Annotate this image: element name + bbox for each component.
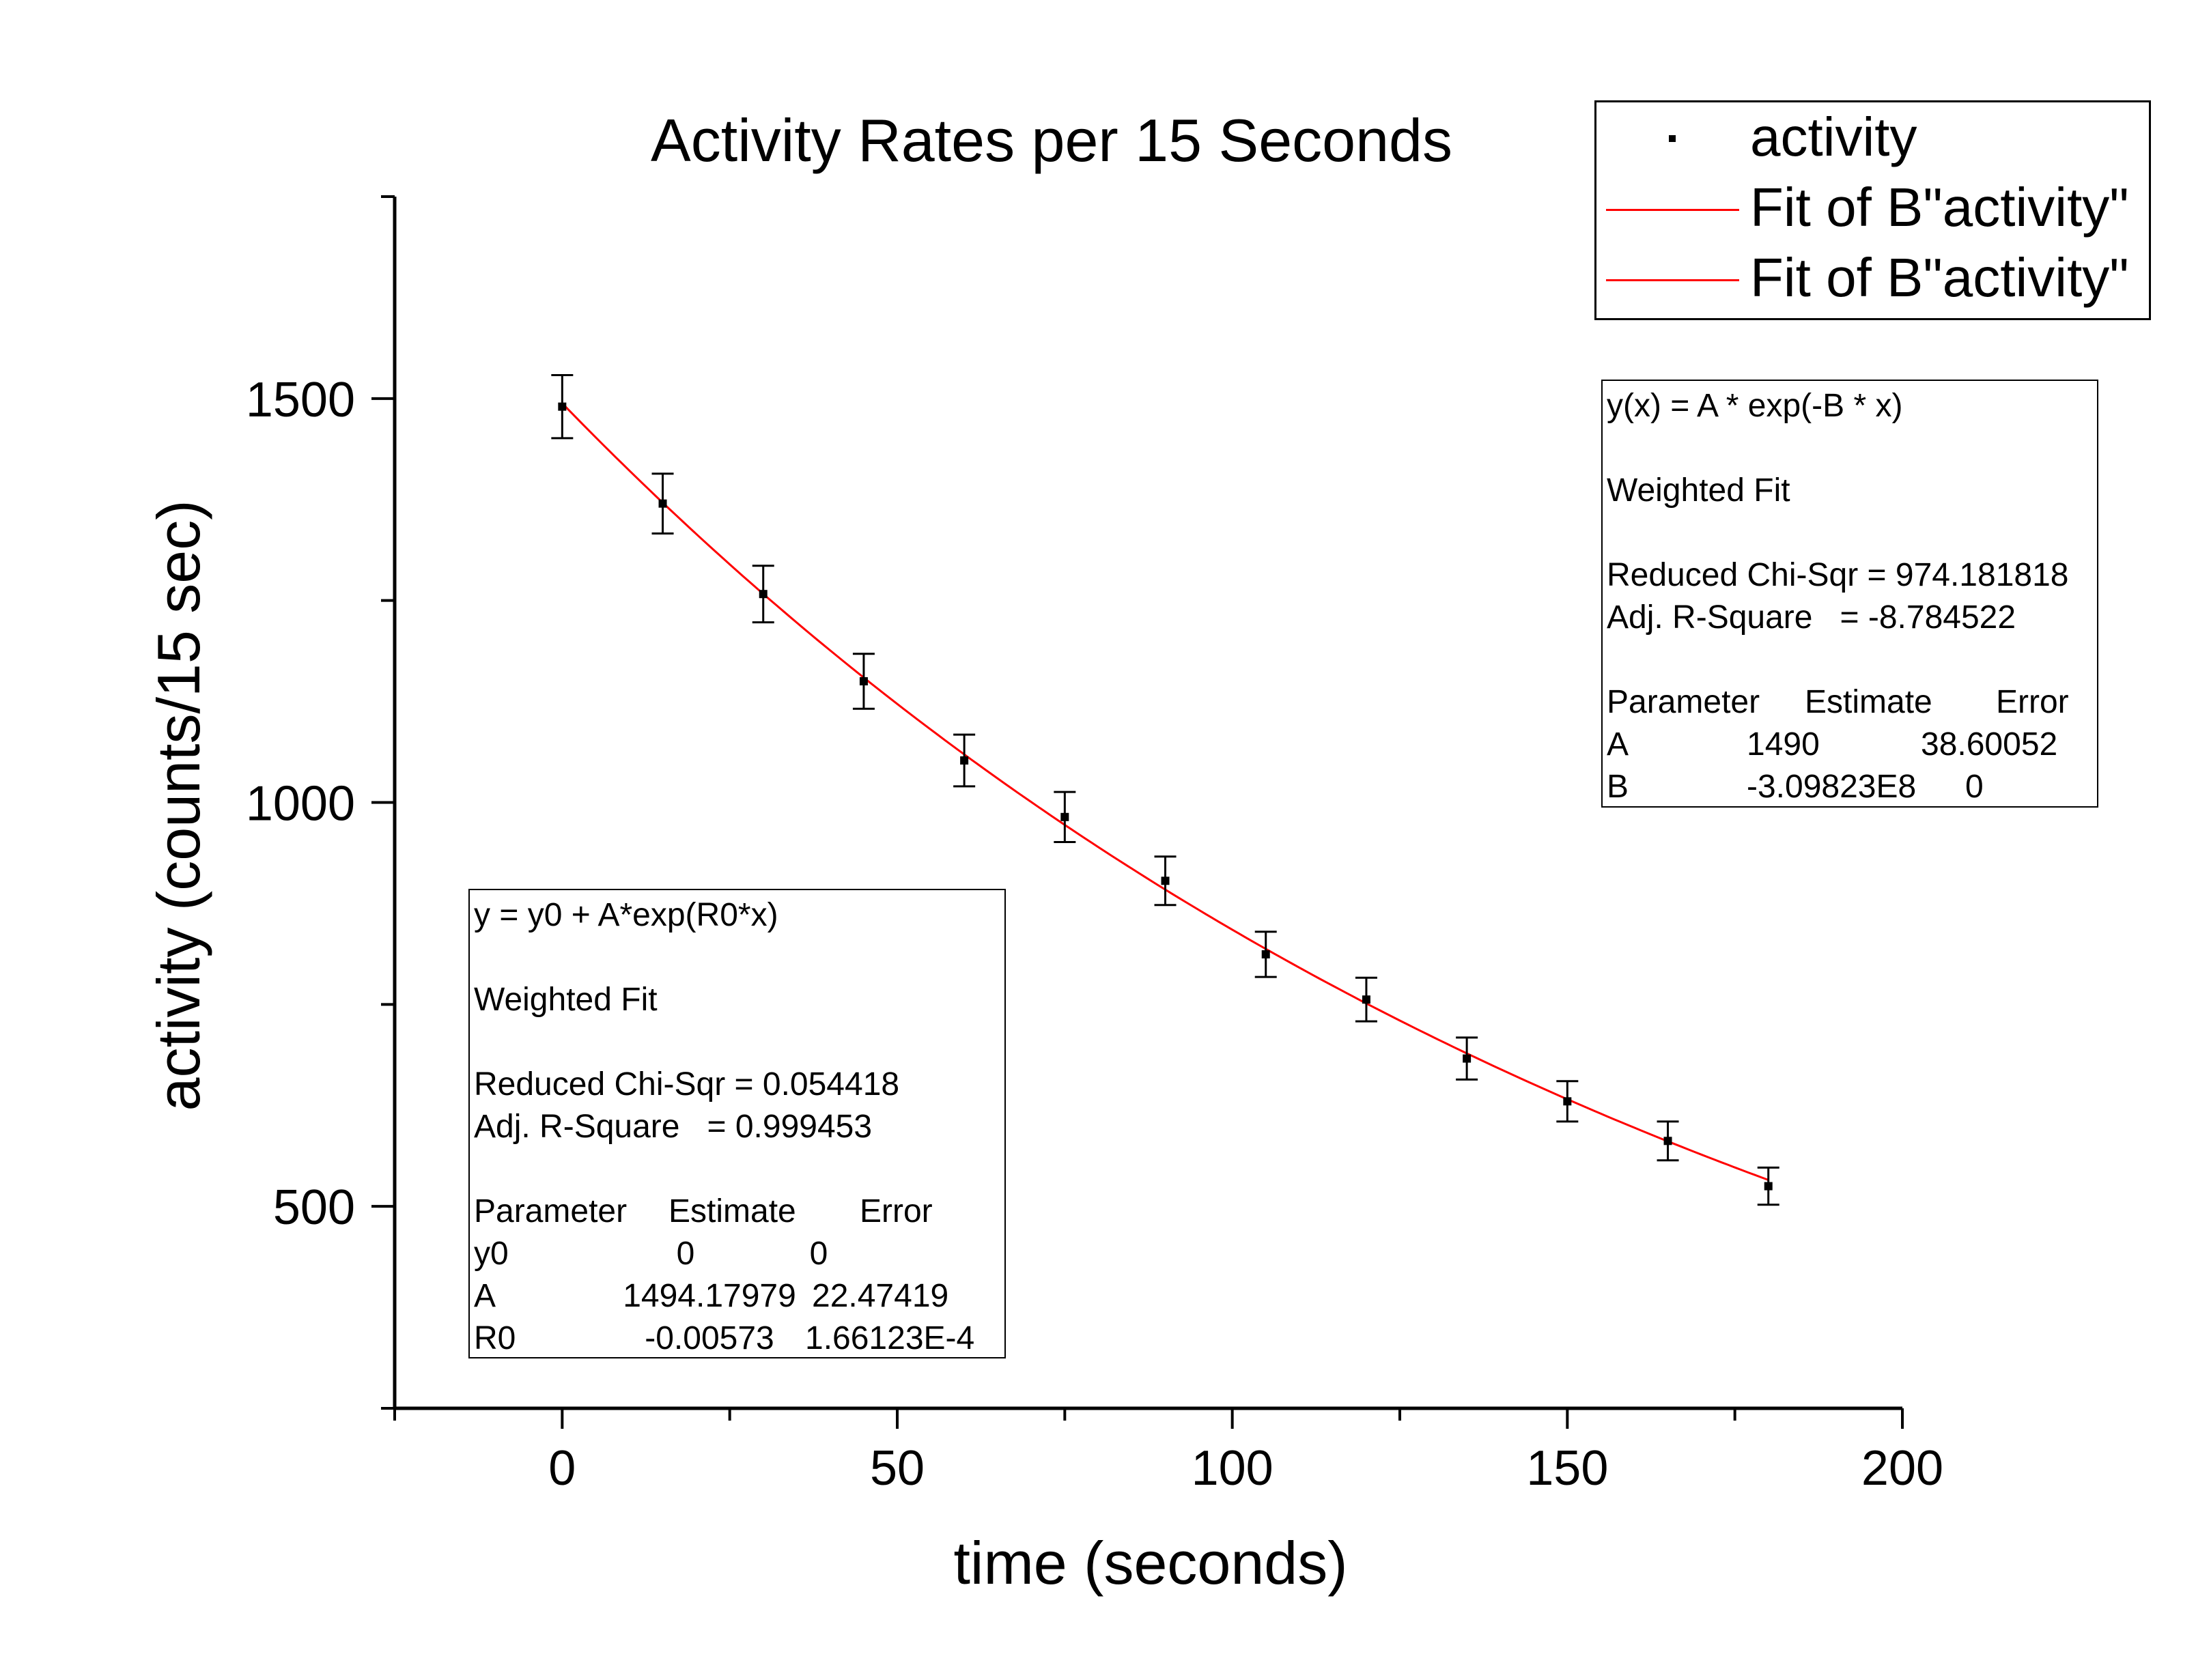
red-line-icon <box>1606 279 1739 281</box>
fit-chi-sqr: Reduced Chi-Sqr = 0.054418 <box>474 1066 900 1102</box>
fit-table-row: R0 -0.00573 1.66123E-4 <box>474 1318 1000 1360</box>
data-point <box>1456 1036 1478 1081</box>
x-tick-label: 200 <box>1861 1441 1943 1496</box>
fit-table-row: A 1494.17979 22.47419 <box>474 1275 1000 1318</box>
fit-method: Weighted Fit <box>1607 472 1790 509</box>
param-error: 0 <box>1965 769 1984 805</box>
data-point <box>953 733 976 788</box>
data-point <box>1556 1080 1579 1123</box>
data-point <box>1254 930 1277 978</box>
fit-r-square: Adj. R-Square = -8.784522 <box>1607 599 2016 636</box>
param-name: y0 <box>474 1236 509 1272</box>
y-tick-label: 1000 <box>246 777 355 831</box>
param-estimate: -3.09823E8 <box>1747 769 1917 805</box>
fit-method: Weighted Fit <box>474 982 658 1018</box>
fit-table-row: B -3.09823E8 0 <box>1607 766 2093 808</box>
data-point <box>651 472 674 535</box>
legend-label: activity <box>1750 106 1917 167</box>
data-point <box>852 653 875 710</box>
param-name: B <box>1607 769 1629 805</box>
fit-r-square: Adj. R-Square = 0.999453 <box>474 1109 873 1145</box>
axes: 0 50 100 150 200 500 1000 1500 <box>246 195 1943 1496</box>
point-marker <box>859 677 868 685</box>
header-parameter: Parameter <box>474 1193 628 1229</box>
point-marker <box>1764 1182 1773 1191</box>
x-tick-label: 150 <box>1526 1441 1608 1496</box>
param-name: A <box>1607 726 1629 763</box>
header-parameter: Parameter <box>1607 684 1760 720</box>
x-tick-label: 100 <box>1192 1441 1273 1496</box>
x-axis-label: time (seconds) <box>953 1529 1347 1597</box>
fit-chi-sqr: Reduced Chi-Sqr = 974.181818 <box>1607 557 2069 593</box>
point-marker <box>960 756 969 765</box>
header-error: Error <box>1996 684 2069 720</box>
fit-results-box-left: y = y0 + A*exp(R0*x) Weighted Fit Reduce… <box>468 889 1006 1358</box>
fit-equation: y(x) = A * exp(-B * x) <box>1607 388 1903 424</box>
point-marker <box>1463 1054 1472 1063</box>
point-marker <box>1060 812 1069 821</box>
x-tick-label: 0 <box>548 1441 576 1496</box>
param-error: 0 <box>809 1236 828 1272</box>
point-marker <box>759 590 768 599</box>
square-marker-icon <box>1669 135 1676 142</box>
param-name: A <box>474 1278 496 1314</box>
header-estimate: Estimate <box>1805 684 1932 720</box>
data-point <box>1355 976 1377 1023</box>
param-error: 38.60052 <box>1921 726 2058 763</box>
fit-table-header: Parameter Estimate Error <box>1607 681 2093 724</box>
point-marker <box>1563 1097 1572 1106</box>
header-estimate: Estimate <box>668 1193 796 1229</box>
chart-title: Activity Rates per 15 Seconds <box>651 106 1452 174</box>
point-marker <box>1261 950 1270 958</box>
y-axis-label: activity (counts/15 sec) <box>145 500 212 1111</box>
fit-table-row: y0 0 0 <box>474 1233 1000 1275</box>
legend-label: Fit of B"activity" <box>1750 177 2129 238</box>
data-point <box>1054 791 1076 843</box>
y-tick-label: 1500 <box>246 373 355 427</box>
red-line-icon <box>1606 209 1739 211</box>
legend-item-activity: activity <box>1596 102 2149 171</box>
data-point <box>1757 1166 1779 1206</box>
param-estimate: -0.00573 <box>645 1320 774 1356</box>
param-estimate: 0 <box>676 1236 695 1272</box>
param-estimate: 1494.17979 <box>623 1278 796 1314</box>
param-error: 1.66123E-4 <box>805 1320 975 1356</box>
legend-item-fit-1: Fit of B"activity" <box>1596 173 2149 241</box>
point-marker <box>658 499 667 508</box>
fit-table-header: Parameter Estimate Error <box>474 1191 1000 1233</box>
point-marker <box>558 402 567 411</box>
fit-equation: y = y0 + A*exp(R0*x) <box>474 897 778 933</box>
legend-item-fit-2: Fit of B"activity" <box>1596 243 2149 311</box>
data-point <box>752 565 774 624</box>
header-error: Error <box>860 1193 933 1229</box>
point-marker <box>1362 995 1370 1004</box>
point-marker <box>1663 1137 1672 1145</box>
data-point <box>551 374 574 440</box>
data-point <box>1154 855 1177 907</box>
data-point <box>1657 1120 1679 1162</box>
y-tick-label: 500 <box>273 1180 355 1235</box>
param-error: 22.47419 <box>812 1278 949 1314</box>
data-points-group <box>551 374 1779 1206</box>
fit-results-box-right: y(x) = A * exp(-B * x) Weighted Fit Redu… <box>1601 380 2098 808</box>
legend-label: Fit of B"activity" <box>1750 247 2129 308</box>
point-marker <box>1161 877 1170 885</box>
fit-table-row: A 1490 38.60052 <box>1607 724 2093 766</box>
param-estimate: 1490 <box>1747 726 1820 763</box>
legend: activity Fit of B"activity" Fit of B"act… <box>1594 100 2151 320</box>
x-tick-label: 50 <box>870 1441 925 1496</box>
param-name: R0 <box>474 1320 516 1356</box>
